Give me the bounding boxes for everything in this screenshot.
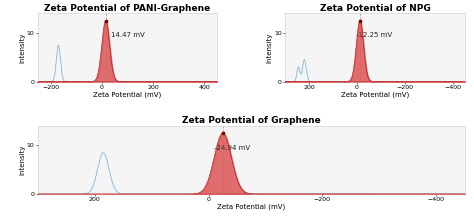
X-axis label: Zeta Potential (mV): Zeta Potential (mV)	[217, 204, 285, 210]
Y-axis label: Intensity: Intensity	[19, 32, 25, 63]
Title: Zeta Potential of Graphene: Zeta Potential of Graphene	[182, 116, 320, 125]
X-axis label: Zeta Potential (mV): Zeta Potential (mV)	[93, 91, 162, 98]
Y-axis label: Intensity: Intensity	[19, 145, 25, 175]
Text: -24.94 mV: -24.94 mV	[214, 145, 250, 151]
Text: -12.25 mV: -12.25 mV	[356, 32, 392, 38]
Text: 14.47 mV: 14.47 mV	[111, 32, 145, 38]
Title: Zeta Potential of PANI-Graphene: Zeta Potential of PANI-Graphene	[45, 4, 210, 13]
X-axis label: Zeta Potential (mV): Zeta Potential (mV)	[341, 91, 409, 98]
Title: Zeta Potential of NPG: Zeta Potential of NPG	[319, 4, 430, 13]
Y-axis label: Intensity: Intensity	[267, 32, 273, 63]
